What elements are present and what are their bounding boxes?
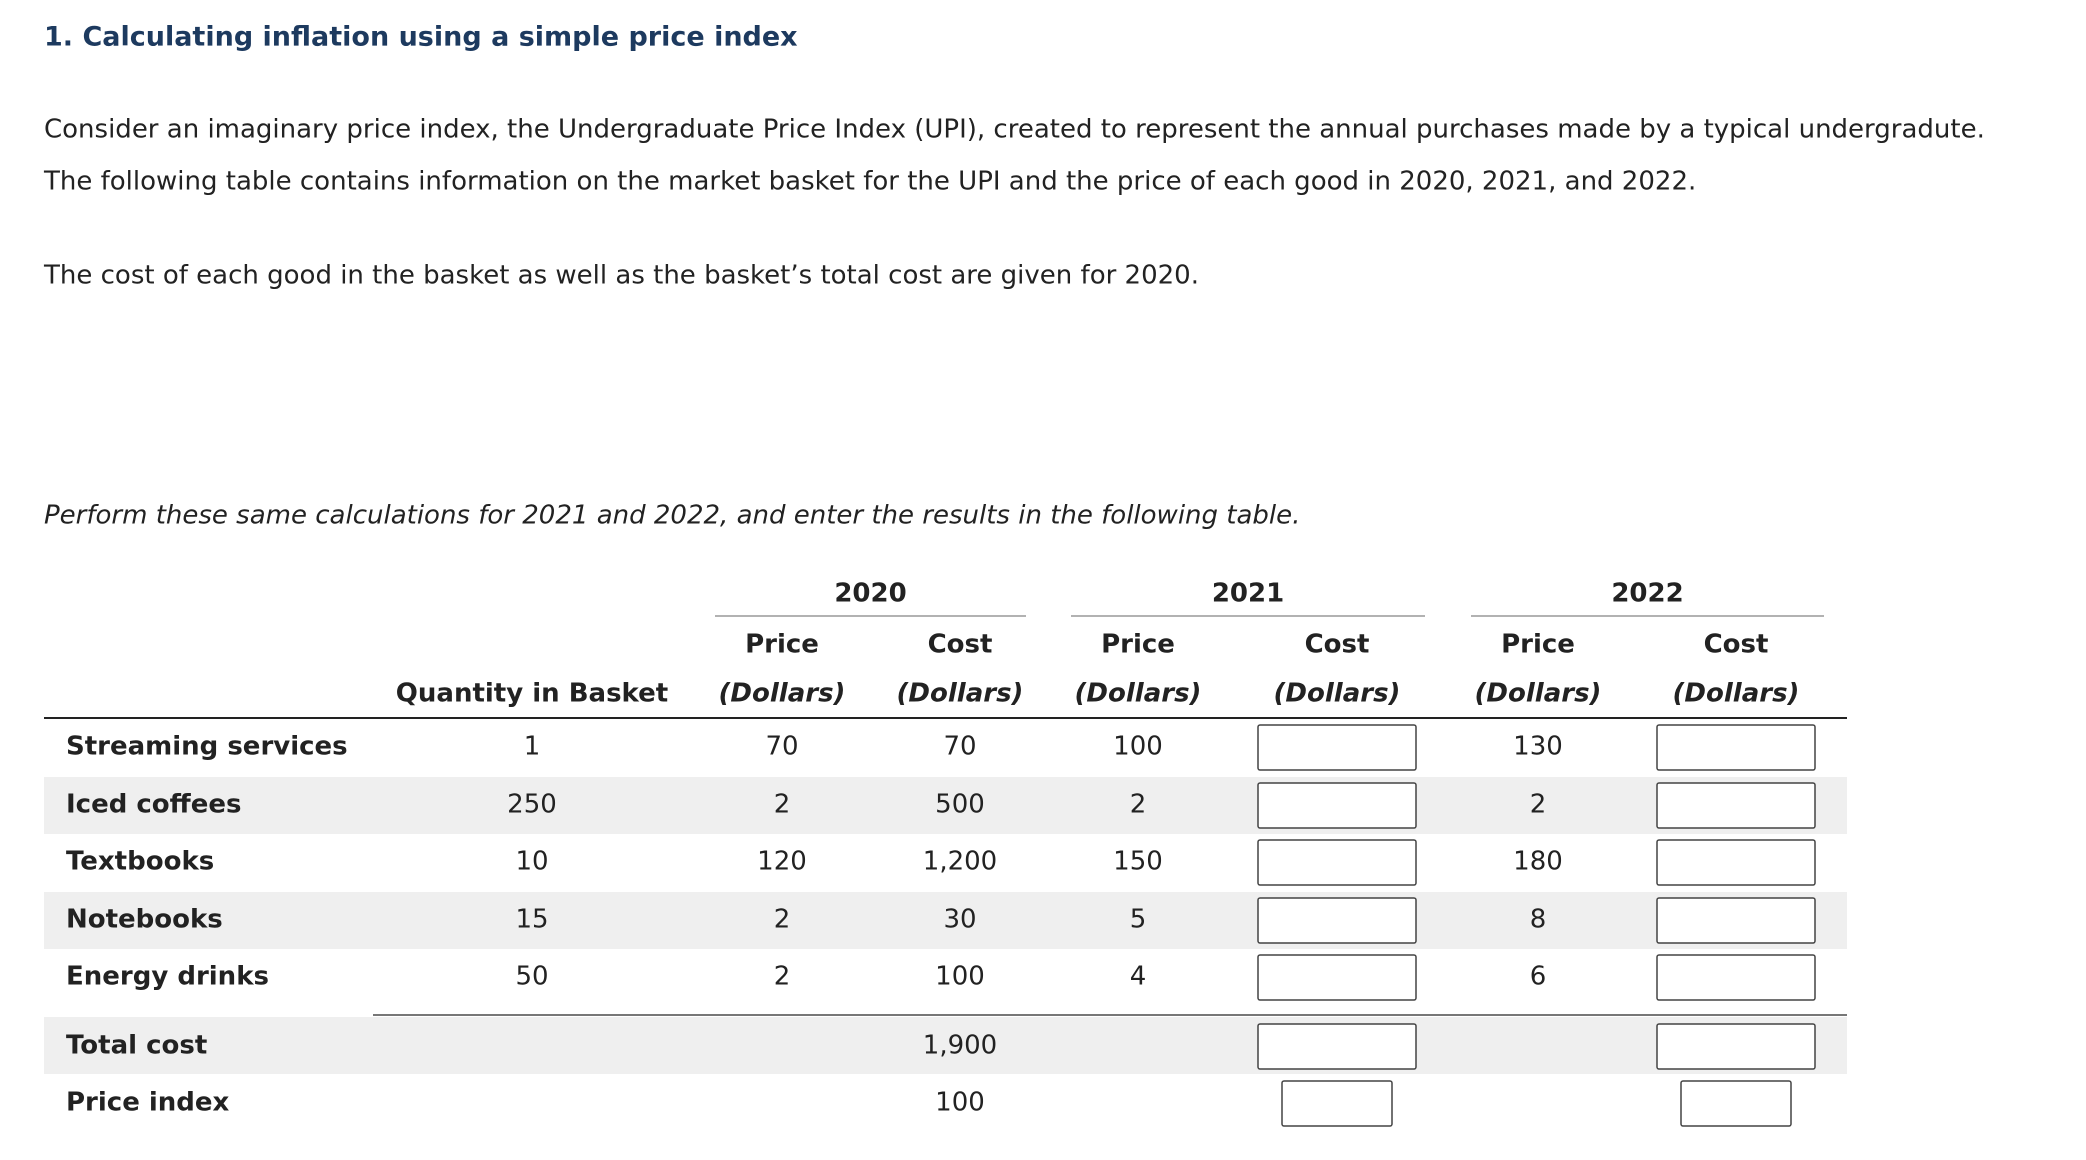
answer-input[interactable] <box>1281 1080 1393 1127</box>
cell: 1,900 <box>923 1031 997 1061</box>
row-shade <box>44 1017 1847 1074</box>
instruction: Perform these same calculations for 2021… <box>44 501 1300 531</box>
answer-input[interactable] <box>1656 724 1816 771</box>
answer-input[interactable] <box>1656 839 1816 886</box>
answer-input[interactable] <box>1257 724 1417 771</box>
cell: 8 <box>1530 905 1547 935</box>
cell: 70 <box>943 732 976 762</box>
column-unit: (Dollars) <box>1274 679 1401 709</box>
column-unit: (Dollars) <box>897 679 1024 709</box>
row-label: Price index <box>66 1088 230 1118</box>
answer-input[interactable] <box>1257 782 1417 829</box>
answer-input[interactable] <box>1257 839 1417 886</box>
column-header: Price <box>1501 630 1575 660</box>
cell: 130 <box>1513 732 1563 762</box>
answer-input[interactable] <box>1680 1080 1792 1127</box>
cell: 100 <box>1113 732 1163 762</box>
answer-input[interactable] <box>1656 782 1816 829</box>
row-label: Total cost <box>66 1031 207 1061</box>
cell: 2 <box>1130 790 1147 820</box>
answer-input[interactable] <box>1656 954 1816 1001</box>
row-label: Iced coffees <box>66 790 241 820</box>
row-shade <box>44 777 1847 834</box>
cell: 1,200 <box>923 847 997 877</box>
cell: 70 <box>765 732 798 762</box>
column-header: Cost <box>1704 630 1769 660</box>
cell: 500 <box>935 790 985 820</box>
answer-input[interactable] <box>1257 954 1417 1001</box>
row-label: Textbooks <box>66 847 214 877</box>
row-label: Streaming services <box>66 732 348 762</box>
answer-input[interactable] <box>1257 897 1417 944</box>
paragraph: Consider an imaginary price index, the U… <box>44 115 1985 145</box>
column-unit: (Dollars) <box>1075 679 1202 709</box>
column-header: Cost <box>928 630 993 660</box>
cell: 150 <box>1113 847 1163 877</box>
cell: 2 <box>774 962 791 992</box>
year-header: 2022 <box>1611 579 1683 609</box>
cell: 1 <box>524 732 541 762</box>
cell: 4 <box>1130 962 1147 992</box>
answer-input[interactable] <box>1257 1023 1417 1070</box>
column-unit: (Dollars) <box>1475 679 1602 709</box>
row-label: Energy drinks <box>66 962 269 992</box>
cell: 30 <box>943 905 976 935</box>
cell: 120 <box>757 847 807 877</box>
row-shade <box>44 892 1847 949</box>
cell: 10 <box>515 847 548 877</box>
column-header: Price <box>1101 630 1175 660</box>
column-header: Cost <box>1305 630 1370 660</box>
cell: 5 <box>1130 905 1147 935</box>
title: 1. Calculating inflation using a simple … <box>44 22 798 53</box>
column-unit: (Dollars) <box>719 679 846 709</box>
cell: 100 <box>935 1088 985 1118</box>
row-label: Notebooks <box>66 905 223 935</box>
column-header: Price <box>745 630 819 660</box>
cell: 100 <box>935 962 985 992</box>
paragraph: The following table contains information… <box>43 167 1696 197</box>
cell: 15 <box>515 905 548 935</box>
cell: 2 <box>774 790 791 820</box>
cell: 180 <box>1513 847 1563 877</box>
cell: 250 <box>507 790 557 820</box>
cell: 2 <box>774 905 791 935</box>
year-header: 2020 <box>834 579 906 609</box>
answer-input[interactable] <box>1656 897 1816 944</box>
cell: 50 <box>515 962 548 992</box>
cell: 6 <box>1530 962 1547 992</box>
quantity-header: Quantity in Basket <box>396 679 668 709</box>
paragraph: The cost of each good in the basket as w… <box>43 261 1199 291</box>
column-unit: (Dollars) <box>1673 679 1800 709</box>
cell: 2 <box>1530 790 1547 820</box>
answer-input[interactable] <box>1656 1023 1816 1070</box>
year-header: 2021 <box>1212 579 1284 609</box>
